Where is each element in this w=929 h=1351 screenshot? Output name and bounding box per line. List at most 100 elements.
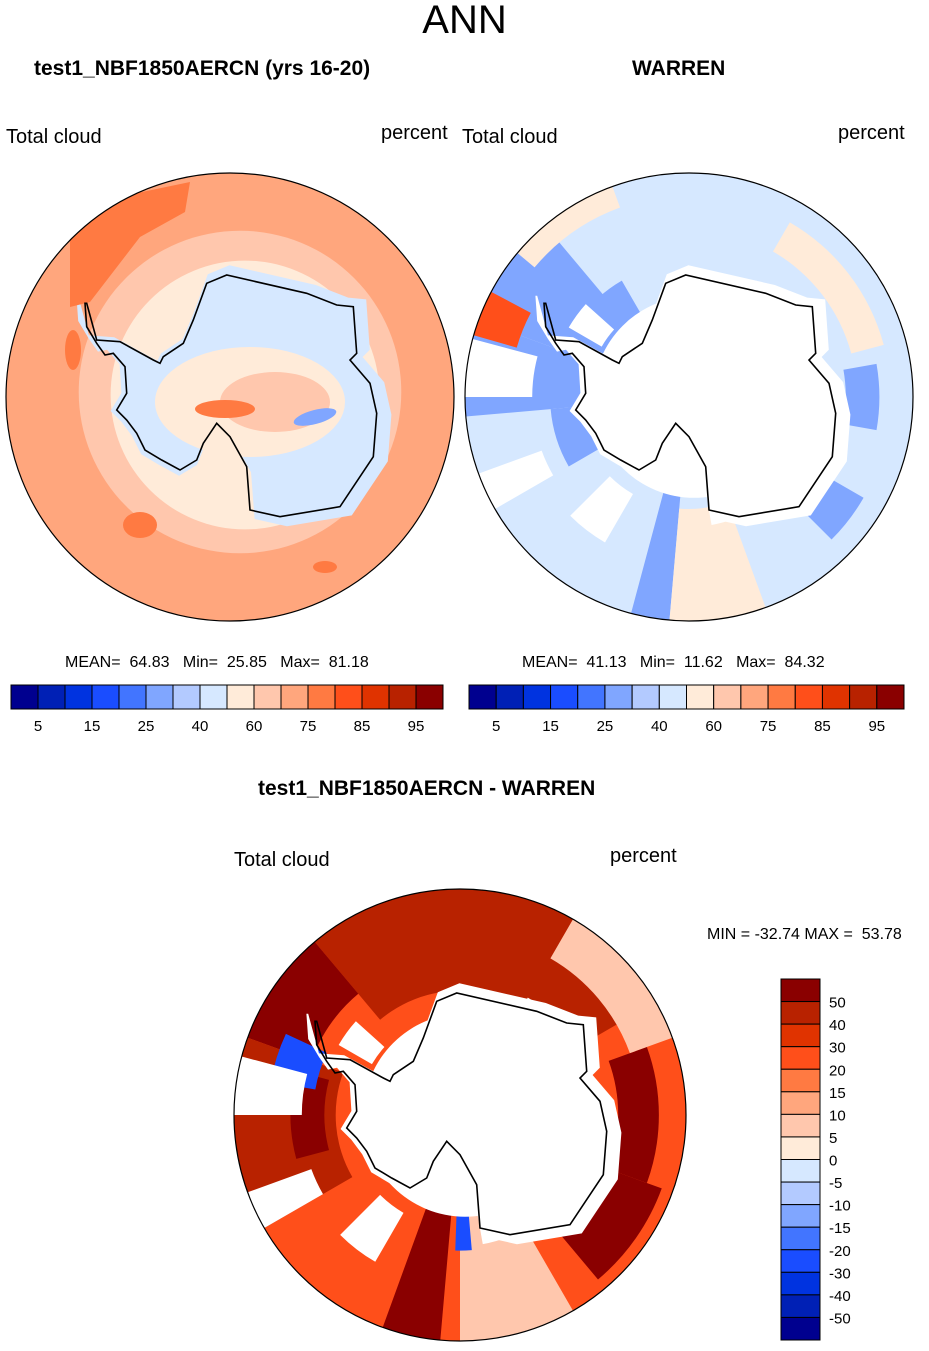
- coastline: [84, 274, 378, 518]
- colorbar-tick-label: 40: [829, 1017, 846, 1034]
- colorbar-box: [767, 684, 796, 710]
- colorbar-tick-label: 5: [34, 718, 42, 735]
- field-low-patch: [293, 408, 337, 426]
- colorbar-tick-label: 85: [354, 718, 371, 735]
- colorbar-tick-label: -5: [829, 1175, 842, 1192]
- colorbar-box: [415, 684, 444, 710]
- colorbar-box: [780, 1271, 821, 1296]
- colorbar-1: 5 15 25 40 60 75 85 95: [468, 684, 905, 735]
- colorbar-box: [780, 1091, 821, 1115]
- variable-label-diff: Total cloud: [234, 849, 330, 871]
- field-sector: [247, 941, 359, 1061]
- units-label-obs: percent: [838, 122, 905, 144]
- colorbar-tick-label: 20: [829, 1062, 846, 1079]
- min-label: Min=: [639, 654, 675, 671]
- mean-value: 41.13: [586, 654, 627, 671]
- colorbar-box: [145, 684, 174, 710]
- colorbar-0: 5 15 25 40 60 75 85 95: [10, 684, 444, 735]
- colorbar-box: [280, 684, 309, 710]
- colorbar-tick-label: 40: [651, 718, 668, 735]
- field-sector: [773, 222, 884, 354]
- units-label-model: percent: [381, 122, 448, 144]
- colorbar-box: [780, 1316, 821, 1341]
- colorbar-tick-label: 50: [829, 995, 846, 1012]
- colorbar-box: [780, 1136, 821, 1160]
- panel-title-obs: WARREN: [632, 57, 726, 80]
- colorbar-box: [199, 684, 228, 710]
- mean-label: MEAN=: [522, 654, 578, 671]
- colorbar-tick-label: 0: [829, 1153, 837, 1170]
- map-boundary: [233, 888, 687, 1342]
- colorbar-tick-label: -20: [829, 1243, 851, 1260]
- colorbar-box: [780, 1001, 821, 1025]
- colorbar-box: [388, 684, 417, 710]
- min-value: 25.85: [226, 654, 267, 671]
- field-sector: [550, 919, 673, 1054]
- field-sector: [631, 461, 684, 621]
- colorbar-box: [37, 684, 66, 710]
- colorbar-tick-label: 85: [814, 718, 831, 735]
- field-missing: [478, 450, 554, 509]
- stats-obs: MEAN= 41.13 Min= 11.62 Max= 84.32: [522, 654, 825, 672]
- min-label: MIN =: [707, 926, 751, 943]
- map-panel-1: [464, 172, 914, 622]
- max-label: Max=: [736, 654, 776, 671]
- colorbar-box: [361, 684, 390, 710]
- colorbar-tick-label: 25: [597, 718, 614, 735]
- colorbar-tick-label: 15: [542, 718, 559, 735]
- colorbar-tick-label: 60: [705, 718, 722, 735]
- colorbar-tick-label: 15: [84, 718, 101, 735]
- colorbar-box: [876, 684, 905, 710]
- colorbar-box: [780, 1068, 821, 1093]
- colorbar-box: [713, 684, 742, 710]
- colorbar-box: [226, 684, 255, 710]
- field-high-patch: [123, 512, 157, 538]
- field-missing-inner: [593, 296, 795, 498]
- colorbar-box: [118, 684, 147, 710]
- colorbar-tick-label: 95: [408, 718, 425, 735]
- colorbar-tick-label: 60: [246, 718, 263, 735]
- colorbar-tick-label: 25: [138, 718, 155, 735]
- field-interior-peak: [195, 400, 255, 418]
- field-sector: [608, 1046, 659, 1184]
- field-high-patch: [313, 561, 337, 573]
- map-boundary: [464, 172, 914, 622]
- colorbar-box: [307, 684, 336, 710]
- colorbar-box: [253, 684, 282, 710]
- colorbar-tick-label: -50: [829, 1310, 851, 1327]
- stats-diff: MIN = -32.74 MAX = 53.78: [707, 926, 902, 944]
- colorbar-box: [334, 684, 363, 710]
- colorbar-tick-label: 15: [829, 1085, 846, 1102]
- field-sector: [473, 291, 531, 348]
- colorbar-box: [780, 1159, 821, 1183]
- max-value: 81.18: [328, 654, 369, 671]
- field-sector: [517, 186, 621, 268]
- mean-label: MEAN=: [65, 654, 121, 671]
- colorbar-tick-label: 40: [192, 718, 209, 735]
- max-value: 53.78: [861, 926, 902, 943]
- colorbar-tick-label: 75: [760, 718, 777, 735]
- map-panel-2: [233, 888, 687, 1342]
- colorbar-box: [740, 684, 769, 710]
- colorbar-box: [91, 684, 120, 710]
- colorbar-box: [550, 684, 579, 710]
- colorbar-box: [495, 684, 524, 710]
- min-value: 11.62: [683, 654, 723, 671]
- colorbar-box: [631, 684, 660, 710]
- field-missing: [568, 304, 615, 347]
- variable-label-model: Total cloud: [6, 126, 102, 148]
- mean-value: 64.83: [129, 654, 170, 671]
- colorbar-box: [468, 684, 497, 710]
- colorbar-box: [780, 1181, 821, 1206]
- field-missing: [570, 476, 633, 543]
- colorbar-tick-label: 5: [492, 718, 500, 735]
- colorbar-box: [821, 684, 851, 710]
- colorbar-box: [686, 684, 715, 710]
- map-boundary: [5, 172, 455, 622]
- colorbar-box: [522, 684, 552, 710]
- field-missing-inner: [363, 1013, 567, 1217]
- field-missing: [247, 1169, 323, 1228]
- colorbar-tick-label: -30: [829, 1265, 851, 1282]
- colorbar-tick-label: 5: [829, 1130, 837, 1147]
